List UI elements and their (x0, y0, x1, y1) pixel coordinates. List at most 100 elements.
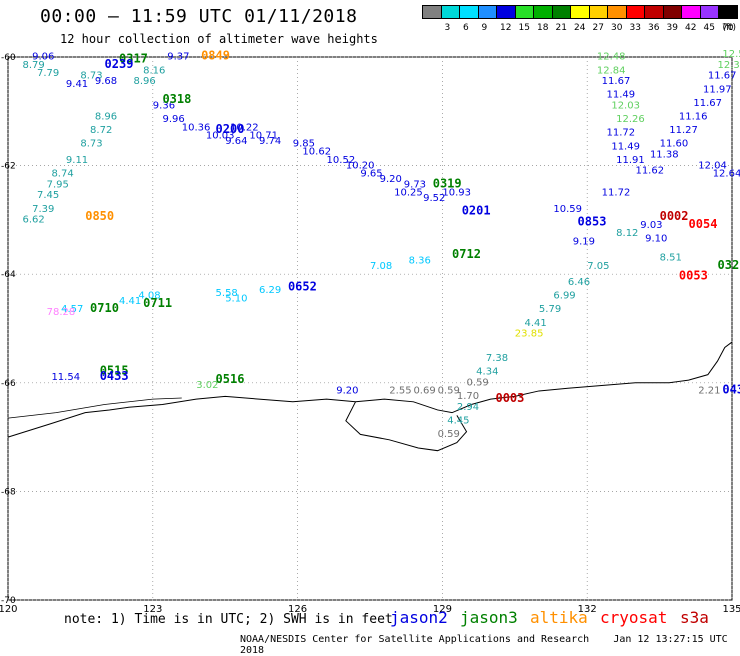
track-time-label: 0515 (100, 364, 129, 378)
map-title: 00:00 – 11:59 UTC 01/11/2018 (40, 6, 358, 27)
track-time-label: 0201 (462, 203, 491, 217)
wave-height-label: 23.85 (515, 329, 544, 340)
wave-height-label: 11.62 (635, 166, 664, 177)
wave-height-label: 7.79 (37, 68, 59, 79)
wave-height-label: 8.72 (90, 125, 112, 136)
scale-label: 3 (444, 23, 451, 33)
wave-height-label: 8.73 (80, 139, 102, 150)
wave-height-label: 11.49 (607, 90, 636, 101)
wave-height-label: 8.74 (51, 168, 73, 179)
track-time-label: 0002 (660, 209, 689, 223)
wave-height-label: 12.04 (698, 160, 727, 171)
scale-swatch (718, 5, 738, 19)
wave-height-label: 9.06 (32, 52, 54, 63)
track-time-label: 0711 (143, 296, 172, 310)
wave-height-label: 7.38 (486, 353, 508, 364)
legend-cryosat: cryosat (600, 608, 668, 627)
lat-tick-label: -66 (1, 379, 16, 389)
wave-height-label: 11.67 (693, 98, 722, 109)
wave-height-label: 12.48 (597, 52, 626, 63)
wave-height-label: 7.45 (37, 190, 59, 201)
wave-height-label: 9.11 (66, 155, 88, 166)
scale-label: 42 (685, 23, 697, 33)
scale-unit: (ft) (722, 23, 737, 33)
wave-height-label: 9.37 (167, 52, 189, 63)
wave-height-label: 9.03 (640, 220, 662, 231)
wave-height-label: 11.67 (602, 76, 631, 87)
credit-spacer (595, 634, 607, 645)
scale-label: 33 (629, 23, 641, 33)
wave-height-label: 9.41 (66, 79, 88, 90)
scale-label: 27 (592, 23, 604, 33)
track-time-label: 0516 (216, 372, 245, 386)
coastline (7, 341, 733, 452)
track-time-label: 0712 (452, 247, 481, 261)
scale-label: 70 (722, 23, 734, 33)
map-subtitle: 12 hour collection of altimeter wave hei… (60, 32, 378, 46)
lat-tick-label: -62 (1, 162, 16, 172)
legend-jason2: jason2 (390, 608, 448, 627)
wave-height-label: 11.72 (607, 128, 636, 139)
track-time-label: 0200 (216, 122, 245, 136)
lon-tick-label: 129 (433, 604, 452, 615)
lon-tick-label: 126 (288, 604, 307, 615)
track-time-label: 0318 (162, 92, 191, 106)
coastline-main (7, 341, 733, 438)
wave-height-label: 4.34 (476, 367, 498, 378)
wave-height-label: 8.51 (660, 253, 682, 264)
wave-height-label: 8.36 (409, 255, 431, 266)
wave-height-label: 6.29 (259, 285, 281, 296)
wave-height-label: 6.62 (22, 215, 44, 226)
wave-height-label: 9.64 (225, 136, 247, 147)
lat-tick-label: -68 (1, 487, 16, 497)
wave-height-label: 9.20 (380, 174, 402, 185)
wave-height-label: 5.58 (216, 288, 238, 299)
wave-height-label: 11.72 (602, 187, 631, 198)
wave-height-label: 0.59 (438, 386, 460, 397)
scale-label: 6 (463, 23, 469, 33)
track-time-label: 0003 (495, 391, 524, 405)
wave-height-label: 9.19 (573, 236, 595, 247)
wave-height-label: 0.59 (438, 429, 460, 440)
scale-label: 15 (518, 23, 530, 33)
wave-height-label: 2.55 (389, 386, 411, 397)
wave-height-label: 4.45 (447, 416, 469, 427)
map-frame (7, 56, 733, 601)
scale-label: 21 (555, 23, 567, 33)
wave-height-label: 9.36 (153, 101, 175, 112)
wave-height-label: 11.67 (708, 71, 737, 82)
track-time-label: 0433 (100, 369, 129, 383)
wave-height-label: 11.16 (679, 111, 708, 122)
wave-height-label: 4.41 (524, 318, 546, 329)
wave-height-label: 8.12 (616, 228, 638, 239)
track-time-label: 0850 (85, 209, 114, 223)
wave-height-label: 9.96 (162, 114, 184, 125)
scale-label: 9 (481, 23, 488, 33)
track-time-label: 0853 (578, 214, 607, 228)
track-time-label: 0053 (679, 269, 708, 283)
wave-height-label: 11.49 (611, 141, 640, 152)
track-time-label: 0710 (90, 301, 119, 315)
wave-height-label: 11.91 (616, 155, 645, 166)
track-time-label: 0239 (105, 57, 134, 71)
wave-height-label: 0.59 (467, 378, 489, 389)
wave-height-label: 1.70 (457, 391, 479, 402)
wave-height-label: 11.60 (660, 139, 689, 150)
wave-height-label: 4.41 (119, 296, 141, 307)
lon-tick-label: 123 (143, 604, 162, 615)
lat-tick-label: -64 (1, 270, 16, 280)
wave-height-label: 2.21 (698, 386, 720, 397)
wave-height-label: 5.10 (225, 293, 247, 304)
wave-height-label: 10.59 (553, 204, 582, 215)
lat-tick-label: -60 (1, 53, 16, 63)
wave-height-label: 7.95 (47, 179, 69, 190)
lon-tick-label: 120 (0, 604, 18, 615)
wave-height-label: 9.52 (423, 193, 445, 204)
wave-height-label: 10.20 (346, 160, 375, 171)
wave-height-label: 9.20 (336, 386, 358, 397)
wave-height-label: 3.02 (196, 380, 218, 391)
wave-height-label: 10.03 (206, 130, 235, 141)
track-time-label: 0317 (119, 51, 148, 65)
